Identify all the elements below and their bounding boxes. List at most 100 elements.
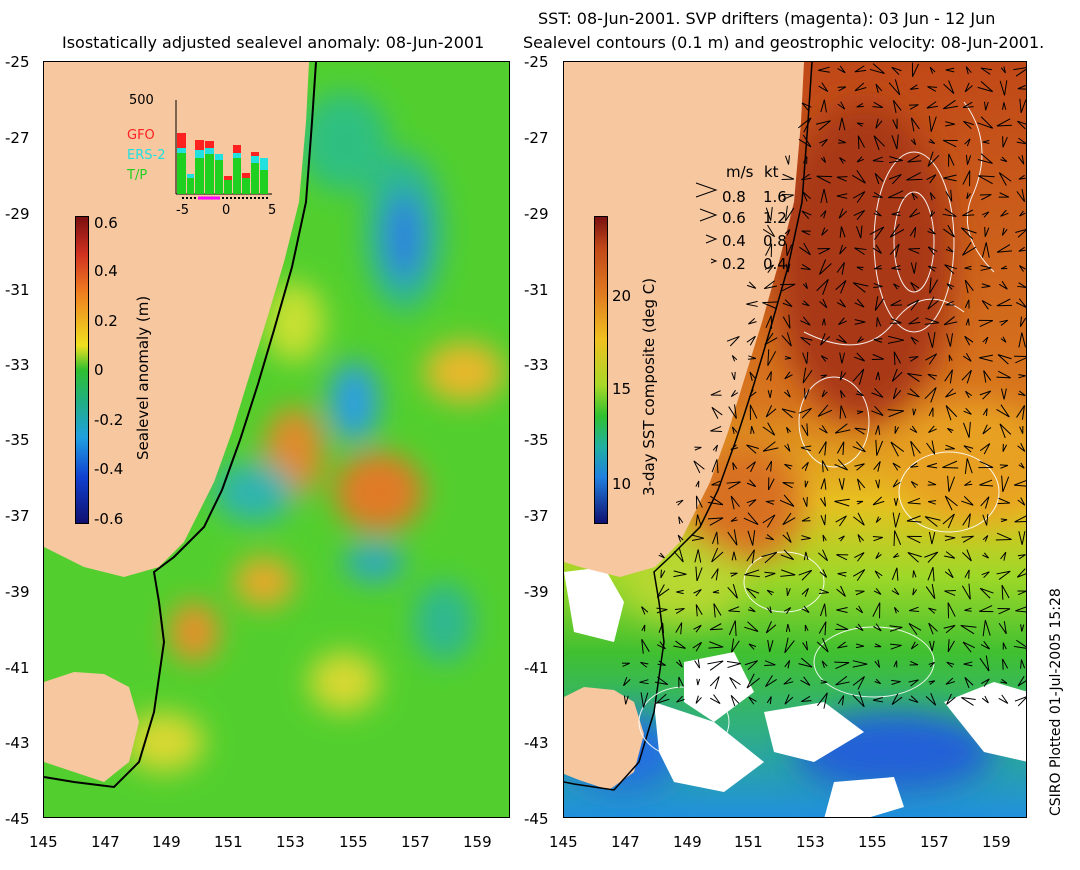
- velocity-vector: [946, 333, 954, 347]
- velocity-vector: [889, 223, 905, 238]
- velocity-vector: [836, 193, 848, 199]
- velocity-vector: [978, 319, 994, 328]
- velocity-vector: [765, 405, 777, 418]
- velocity-vector: [1001, 475, 1010, 493]
- velocity-vector: [946, 693, 956, 705]
- velocity-vector: [907, 372, 922, 382]
- velocity-vector: [676, 589, 684, 595]
- velocity-vector: [765, 206, 773, 221]
- velocity-vector: [748, 643, 757, 650]
- velocity-vector: [942, 513, 955, 529]
- inset-legend-ers2: ERS-2: [127, 148, 166, 163]
- velocity-vector: [803, 388, 810, 400]
- velocity-vector: [996, 404, 1010, 418]
- velocity-vector: [907, 497, 921, 505]
- velocity-vector: [818, 82, 829, 93]
- velocity-vector: [869, 63, 885, 74]
- right-y-tick: -33: [524, 356, 549, 374]
- velocity-vector: [711, 406, 723, 419]
- velocity-vector: [675, 659, 683, 668]
- velocity-vector: [912, 408, 917, 416]
- velocity-vector: [658, 622, 665, 634]
- velocity-vector: [924, 387, 937, 403]
- velocity-vector: [854, 82, 867, 92]
- velocity-vector: [893, 607, 900, 614]
- velocity-vector: [853, 352, 865, 362]
- velocity-vector: [743, 512, 759, 526]
- velocity-vector: [999, 423, 1012, 439]
- velocity-vector: [964, 480, 973, 486]
- velocity-vector: [838, 117, 846, 131]
- velocity-vector: [837, 641, 848, 649]
- left-map-panel: [43, 61, 510, 818]
- velocity-legend-ms-2: 0.4: [722, 232, 746, 250]
- velocity-vector: [816, 278, 829, 295]
- velocity-vector: [746, 549, 755, 564]
- velocity-vector: [872, 191, 883, 199]
- velocity-vector: [835, 280, 847, 294]
- velocity-vector: [749, 404, 758, 420]
- velocity-vector: [887, 335, 905, 344]
- velocity-vector: [1019, 98, 1026, 113]
- velocity-vector: [820, 333, 831, 346]
- velocity-vector: [834, 498, 850, 507]
- velocity-vector: [1002, 658, 1009, 670]
- velocity-vector: [995, 532, 1012, 541]
- velocity-vector: [854, 247, 867, 255]
- velocity-vector: [1018, 174, 1026, 180]
- velocity-vector: [711, 547, 724, 563]
- velocity-vector: [782, 512, 796, 526]
- velocity-vector: [856, 500, 864, 505]
- velocity-vector: [621, 662, 630, 667]
- velocity-vector: [641, 606, 649, 615]
- velocity-vector: [784, 155, 790, 165]
- velocity-vector: [998, 621, 1007, 635]
- inset-xtick-1: 0: [222, 203, 231, 218]
- velocity-vector: [730, 516, 738, 522]
- velocity-vector: [945, 189, 953, 202]
- velocity-vector: [927, 151, 940, 167]
- velocity-legend-kt-0: 1.6: [763, 188, 787, 206]
- velocity-vector: [983, 101, 989, 111]
- velocity-vector: [837, 139, 846, 144]
- velocity-vector: [731, 355, 738, 362]
- velocity-vector: [765, 621, 777, 634]
- velocity-vector: [929, 277, 939, 294]
- velocity-vector: [1014, 696, 1026, 707]
- velocity-vector: [1000, 518, 1008, 523]
- left-x-tick: 149: [152, 833, 181, 851]
- velocity-vector: [854, 427, 867, 435]
- velocity-vector: [730, 389, 739, 398]
- velocity-vector: [835, 515, 847, 527]
- velocity-vector: [979, 587, 994, 599]
- velocity-vector: [1019, 210, 1026, 217]
- velocity-vector: [711, 480, 721, 486]
- velocity-vector: [639, 679, 649, 685]
- velocity-vector: [888, 173, 902, 185]
- velocity-vector: [944, 568, 954, 579]
- velocity-vector: [712, 444, 719, 452]
- velocity-vector: [964, 82, 973, 93]
- velocity-vector: [839, 157, 846, 164]
- velocity-vector: [821, 227, 829, 236]
- velocity-vector: [890, 643, 902, 650]
- velocity-vector: [996, 298, 1012, 307]
- velocity-vector: [875, 552, 882, 559]
- velocity-vector: [852, 676, 865, 690]
- left-panel-title: Isostatically adjusted sealevel anomaly:…: [62, 33, 485, 52]
- velocity-vector: [907, 299, 920, 311]
- velocity-vector: [801, 230, 811, 236]
- velocity-vector: [948, 153, 955, 167]
- velocity-vector: [623, 695, 629, 705]
- right-x-tick: 157: [920, 833, 949, 851]
- velocity-vector: [1016, 189, 1026, 203]
- velocity-vector: [963, 120, 974, 130]
- velocity-vector: [927, 567, 935, 582]
- velocity-vector: [962, 641, 975, 653]
- left-x-tick: 151: [214, 833, 243, 851]
- velocity-vector: [784, 355, 792, 360]
- left-y-tick: -45: [5, 810, 30, 828]
- velocity-vector: [730, 694, 740, 707]
- velocity-vector: [782, 314, 791, 329]
- velocity-vector: [837, 65, 846, 74]
